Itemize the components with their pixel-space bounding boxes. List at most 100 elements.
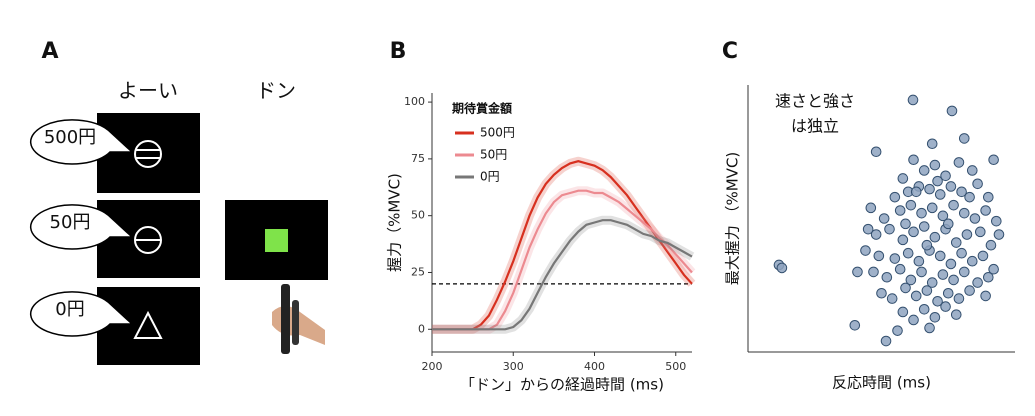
- scatter-point: [932, 175, 943, 187]
- scatter-point: [942, 218, 954, 230]
- scatter-point: [870, 146, 882, 158]
- bubble-text: 500円: [44, 127, 96, 148]
- series-line: [432, 219, 693, 331]
- scatter-point: [910, 186, 922, 198]
- error-band: [432, 186, 696, 334]
- scatter-point: [953, 157, 965, 168]
- scatter-point: [868, 266, 879, 278]
- scatter-point: [921, 285, 933, 296]
- scatter-point: [942, 287, 954, 299]
- y-tick-label: 75: [411, 152, 425, 165]
- scatter-point: [948, 274, 959, 286]
- scatter-point: [776, 262, 788, 274]
- scatter-point: [974, 226, 986, 238]
- scatter-point: [852, 266, 863, 278]
- scatter-point: [969, 213, 981, 224]
- scatter-point: [926, 202, 938, 214]
- scatter-point: [950, 309, 962, 320]
- scatter-point: [860, 245, 871, 256]
- scatter-point: [902, 247, 914, 259]
- scatter-point: [878, 213, 890, 224]
- scatter-point: [913, 255, 925, 267]
- y-tick-label: 0: [418, 322, 425, 335]
- scatter-point: [980, 205, 991, 216]
- scatter-point: [865, 202, 877, 214]
- scatter-point: [956, 247, 967, 259]
- stimulus-box: [97, 287, 200, 365]
- panel-label: C: [722, 39, 738, 64]
- legend-label: 0円: [480, 170, 500, 184]
- scatter-point: [929, 311, 941, 323]
- x-axis-label: 「ドン」からの経過時間 (ms): [460, 376, 664, 394]
- scatter-point: [958, 133, 970, 144]
- scatter-point: [894, 263, 906, 275]
- scatter-point: [908, 314, 919, 326]
- scatter-point: [966, 255, 978, 267]
- scatter-point: [988, 154, 999, 166]
- stimulus-box: [97, 113, 200, 193]
- hand-grip: [272, 284, 325, 354]
- scatter-point: [849, 320, 861, 331]
- scatter-point: [945, 258, 957, 270]
- scatter-point: [897, 306, 909, 318]
- scatter-point: [934, 189, 946, 200]
- scatter-point: [929, 159, 941, 171]
- scatter-point: [905, 274, 917, 286]
- scatter-point: [950, 237, 962, 248]
- scatter-point: [985, 239, 997, 251]
- scatter-point: [983, 271, 994, 283]
- scatter-point: [892, 325, 903, 336]
- series-line: [432, 189, 693, 331]
- scatter-point: [862, 223, 874, 235]
- y-axis-label: 最大握力 （%MVC): [724, 152, 742, 286]
- scatter-point: [929, 231, 941, 243]
- scatter-point: [908, 154, 919, 166]
- scatter-point: [924, 322, 935, 334]
- scatter-point: [916, 266, 927, 278]
- annotation: は独立: [791, 117, 839, 136]
- scatter-point: [907, 94, 919, 106]
- scatter-point: [953, 293, 965, 304]
- scatter-point: [870, 229, 882, 240]
- scatter-point: [983, 191, 994, 203]
- scatter-point: [918, 221, 930, 232]
- scatter-point: [918, 165, 930, 176]
- scatter-point: [884, 223, 895, 235]
- header: よーい: [118, 79, 178, 103]
- scatter-point: [940, 301, 951, 312]
- scatter-point: [894, 205, 906, 216]
- scatter-point: [905, 199, 917, 211]
- x-axis-label: 反応時間 (ms): [832, 374, 931, 392]
- scatter-point: [876, 287, 887, 299]
- scatter-point: [972, 178, 983, 190]
- scatter-point: [886, 293, 898, 304]
- scatter-point: [956, 186, 967, 198]
- scatter-point: [961, 229, 973, 240]
- scatter-point: [934, 250, 946, 262]
- scatter-point: [932, 295, 943, 307]
- x-tick-label: 500: [665, 360, 686, 373]
- bubble-text: 0円: [55, 299, 84, 320]
- scatter-point: [897, 234, 909, 246]
- scatter-point: [889, 253, 901, 264]
- scatter-point: [881, 271, 893, 283]
- go-signal: [265, 229, 288, 252]
- scatter-point: [921, 239, 933, 251]
- scatter-point: [940, 170, 951, 182]
- scatter-point: [946, 105, 958, 117]
- header: ドン: [256, 79, 296, 103]
- panel-label: B: [390, 39, 407, 64]
- x-tick-label: 300: [503, 360, 524, 373]
- scatter-point: [993, 229, 1005, 240]
- bubble-text: 50円: [50, 212, 91, 233]
- scatter-point: [988, 263, 999, 275]
- scatter-point: [889, 191, 901, 203]
- speech-bubbles: [29, 119, 134, 337]
- y-tick-label: 50: [411, 209, 425, 222]
- scatter-point: [926, 277, 938, 288]
- y-axis-label: 握力（%MVC): [386, 173, 404, 272]
- scatter-point: [918, 303, 930, 315]
- legend-title: 期待賞金額: [452, 101, 512, 116]
- scatter-point: [924, 183, 935, 195]
- x-tick-label: 200: [422, 360, 443, 373]
